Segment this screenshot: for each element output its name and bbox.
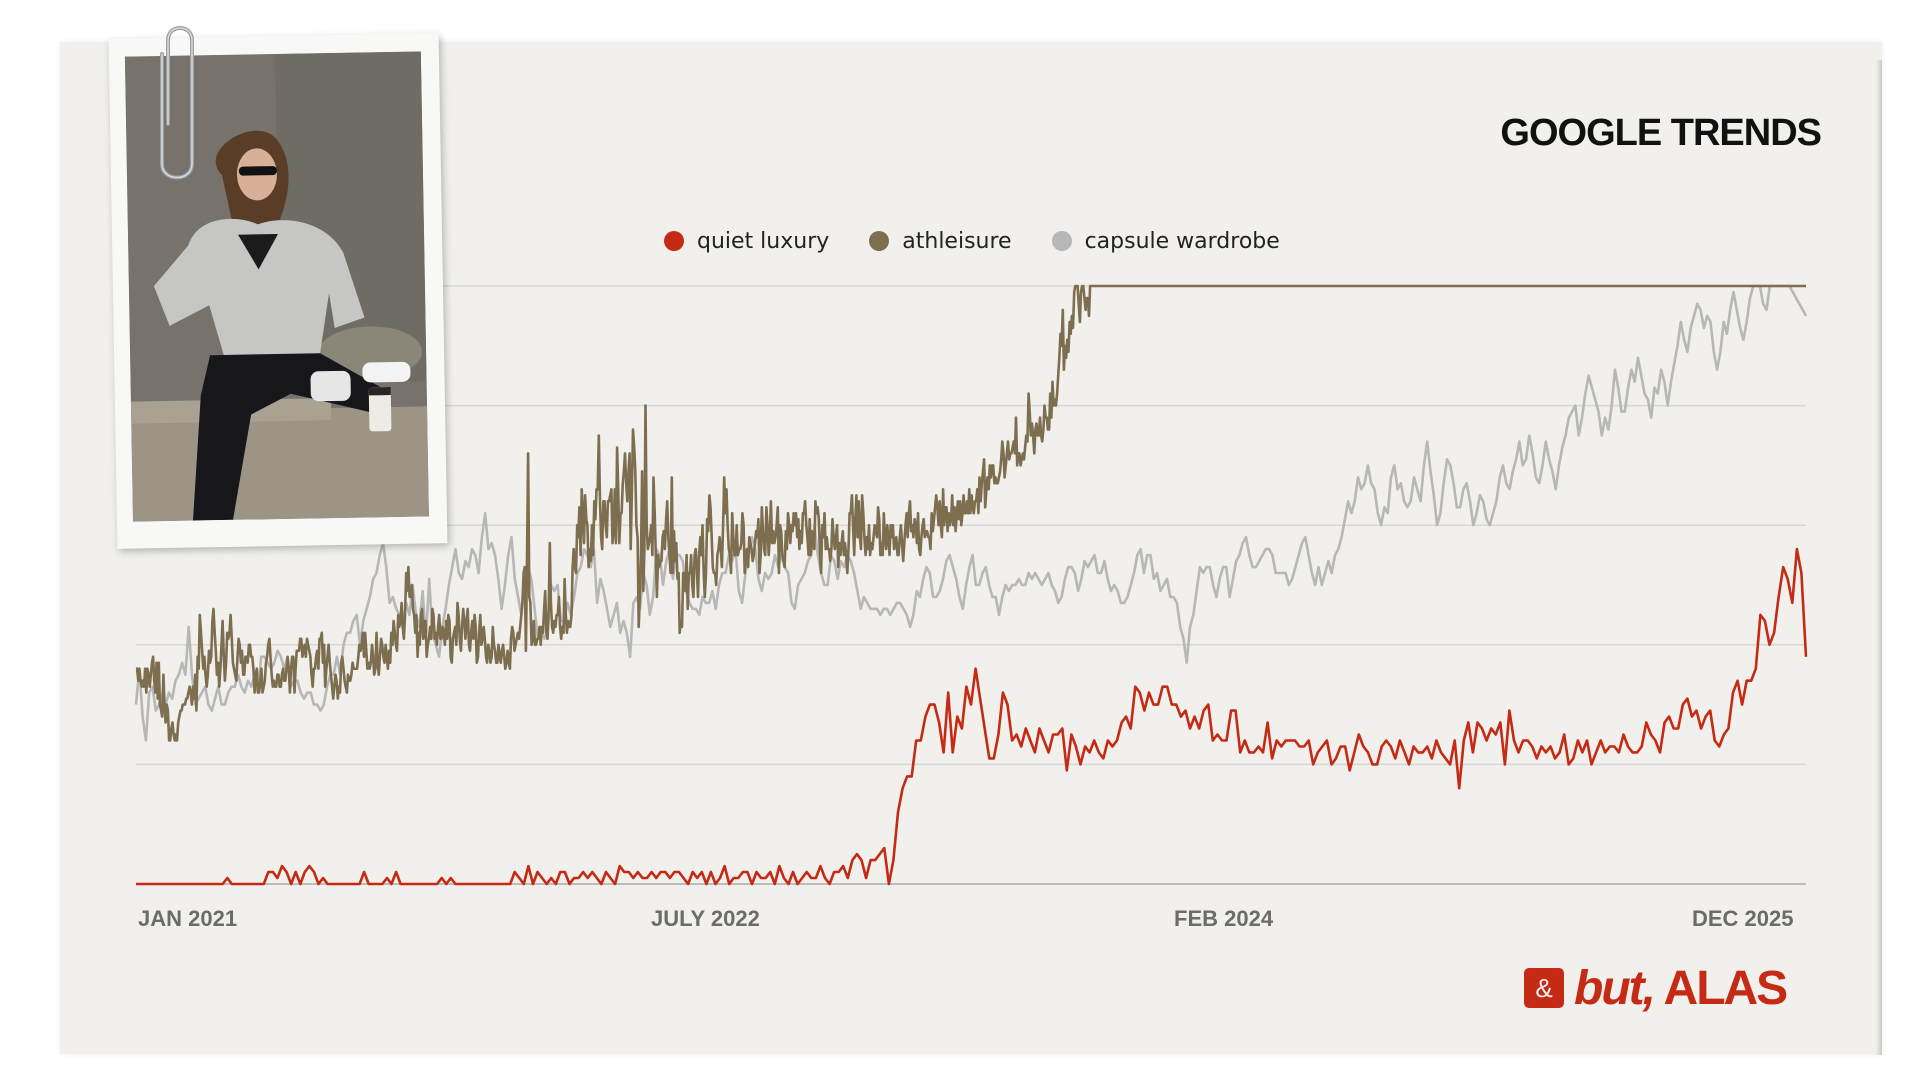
- legend-label-capsule-wardrobe: capsule wardrobe: [1084, 228, 1280, 254]
- legend-label-quiet-luxury: quiet luxury: [697, 228, 830, 254]
- legend-item-capsule-wardrobe: capsule wardrobe: [1051, 228, 1280, 254]
- legend-item-quiet-luxury: quiet luxury: [664, 229, 829, 254]
- chart-legend: quiet luxury athleisure capsule wardrobe: [664, 226, 1320, 256]
- photo-illustration: [124, 51, 429, 522]
- legend-dot-athleisure: [869, 231, 890, 251]
- legend-dot-capsule-wardrobe: [1051, 231, 1072, 251]
- x-tick-label: JAN 2021: [138, 906, 238, 931]
- brand-wordmark: but, ALAS: [1574, 961, 1789, 1016]
- legend-dot-quiet-luxury: [664, 231, 684, 251]
- brand-logo: & but, ALAS: [1524, 961, 1789, 1016]
- legend-item-athleisure: athleisure: [869, 228, 1012, 254]
- polaroid-photo-frame: [108, 33, 448, 549]
- paper-edge: [1876, 60, 1882, 1055]
- paperclip-icon: [160, 26, 194, 180]
- brand-wordmark-bold: ALAS: [1663, 961, 1789, 1015]
- series-lines: [134, 284, 1808, 886]
- series-line-capsule-wardrobe: [134, 284, 1808, 742]
- x-tick-label: DEC 2025: [1692, 906, 1794, 931]
- legend-label-athleisure: athleisure: [902, 228, 1012, 254]
- brand-wordmark-italic: but,: [1574, 961, 1656, 1015]
- series-line-quiet-luxury: [136, 547, 1808, 886]
- fashion-photo-icon: [124, 51, 429, 522]
- chart-title: GOOGLE TRENDS: [1500, 112, 1822, 154]
- x-tick-label: FEB 2024: [1174, 906, 1274, 931]
- series-line-athleisure: [135, 284, 1807, 742]
- x-tick-label: JULY 2022: [651, 906, 760, 931]
- ampersand-logo-icon: &: [1524, 968, 1564, 1008]
